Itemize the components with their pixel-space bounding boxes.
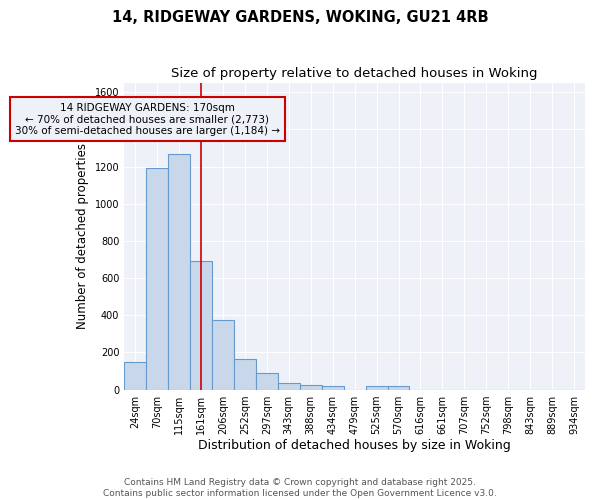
Text: Contains HM Land Registry data © Crown copyright and database right 2025.
Contai: Contains HM Land Registry data © Crown c… — [103, 478, 497, 498]
Title: Size of property relative to detached houses in Woking: Size of property relative to detached ho… — [172, 68, 538, 80]
Bar — [256, 373, 278, 390]
X-axis label: Distribution of detached houses by size in Woking: Distribution of detached houses by size … — [198, 440, 511, 452]
Bar — [146, 168, 168, 390]
Text: 14, RIDGEWAY GARDENS, WOKING, GU21 4RB: 14, RIDGEWAY GARDENS, WOKING, GU21 4RB — [112, 10, 488, 25]
Bar — [278, 384, 300, 390]
Text: 14 RIDGEWAY GARDENS: 170sqm
← 70% of detached houses are smaller (2,773)
30% of : 14 RIDGEWAY GARDENS: 170sqm ← 70% of det… — [15, 102, 280, 136]
Bar — [322, 386, 344, 390]
Y-axis label: Number of detached properties: Number of detached properties — [76, 144, 89, 330]
Bar — [234, 359, 256, 390]
Bar — [190, 262, 212, 390]
Bar — [212, 320, 234, 390]
Bar — [388, 386, 409, 390]
Bar — [168, 154, 190, 390]
Bar — [300, 386, 322, 390]
Bar — [124, 362, 146, 390]
Bar — [365, 386, 388, 390]
